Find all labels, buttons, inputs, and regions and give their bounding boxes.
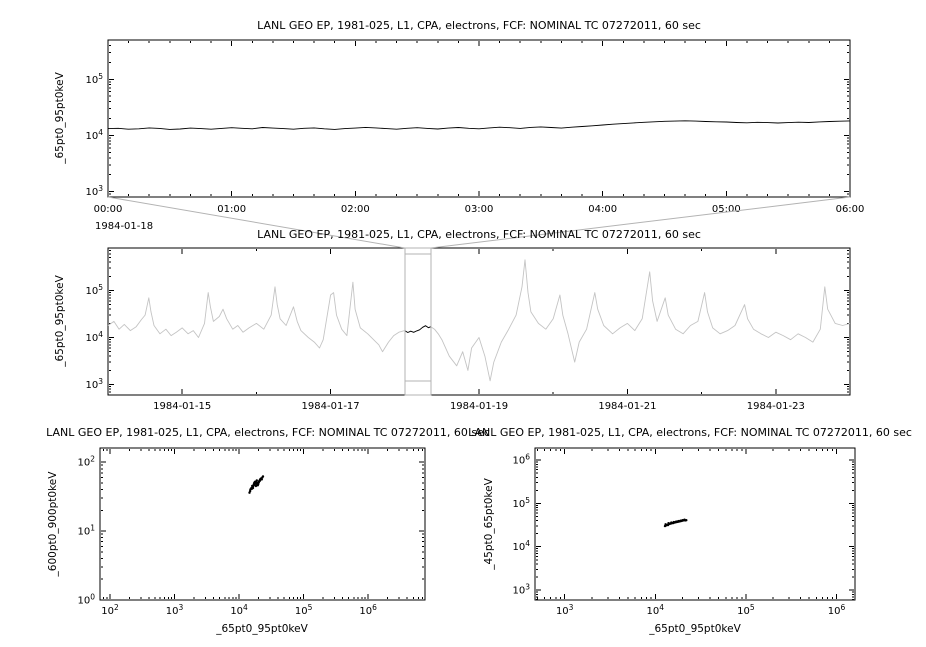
zoom-connector-left xyxy=(107,196,405,249)
plot-frame xyxy=(534,447,856,601)
tick-label: 1984-01-21 xyxy=(598,401,656,412)
data-point xyxy=(684,519,687,522)
data-point xyxy=(674,521,677,524)
data-point xyxy=(672,521,675,525)
x-axis-date-label: 1984-01-18 xyxy=(95,221,153,232)
data-point xyxy=(676,520,680,523)
tick-label: 1984-01-17 xyxy=(302,401,360,412)
y-axis-label-scatter-right: _45pt0_65pt0keV xyxy=(483,477,495,570)
tick-label: 02:00 xyxy=(341,204,370,215)
data-point xyxy=(678,520,682,523)
plot-frame xyxy=(99,447,426,601)
highlighted-series-segment xyxy=(404,325,431,333)
y-axis-label-scatter-left: _600pt0_900pt0keV xyxy=(47,471,59,578)
plot-frame xyxy=(107,247,851,396)
x-axis-label-scatter-left: _65pt0_95pt0keV xyxy=(215,623,308,635)
tick-label: 04:00 xyxy=(588,204,617,215)
x-axis-label-scatter-right: _65pt0_95pt0keV xyxy=(648,623,741,635)
data-point xyxy=(255,481,258,484)
zoom-connector-right xyxy=(430,196,851,249)
tick-label: 05:00 xyxy=(712,204,741,215)
data-point xyxy=(666,523,670,527)
plot-title-overview: LANL GEO EP, 1981-025, L1, CPA, electron… xyxy=(257,228,701,241)
tick-label: 00:00 xyxy=(94,204,123,215)
data-point xyxy=(251,486,255,490)
plot-title-scatter-left: LANL GEO EP, 1981-025, L1, CPA, electron… xyxy=(46,426,490,439)
data-point xyxy=(253,483,256,486)
tick-label: 01:00 xyxy=(217,204,246,215)
tick-label: 1984-01-15 xyxy=(153,401,211,412)
plot-title-top: LANL GEO EP, 1981-025, L1, CPA, electron… xyxy=(257,19,701,32)
tick-label: 1984-01-23 xyxy=(747,401,805,412)
data-point xyxy=(669,522,672,525)
tick-label: 06:00 xyxy=(836,204,865,215)
plot-frame xyxy=(107,39,851,198)
y-axis-label-overview: _65pt0_95pt0keV xyxy=(54,274,66,367)
data-point xyxy=(261,475,265,478)
plot-title-scatter-right: LANL GEO EP, 1981-025, L1, CPA, electron… xyxy=(468,426,912,439)
y-axis-label-top: _65pt0_95pt0keV xyxy=(54,71,66,164)
zoom-selection-box[interactable] xyxy=(404,247,432,396)
tick-label: 1984-01-19 xyxy=(450,401,508,412)
data-point xyxy=(258,479,261,483)
series-line xyxy=(107,120,851,130)
data-point xyxy=(681,519,684,522)
tick-label: 03:00 xyxy=(465,204,494,215)
data-point xyxy=(248,491,251,494)
zoom-link-overlay xyxy=(107,196,851,396)
data-point xyxy=(665,524,668,527)
